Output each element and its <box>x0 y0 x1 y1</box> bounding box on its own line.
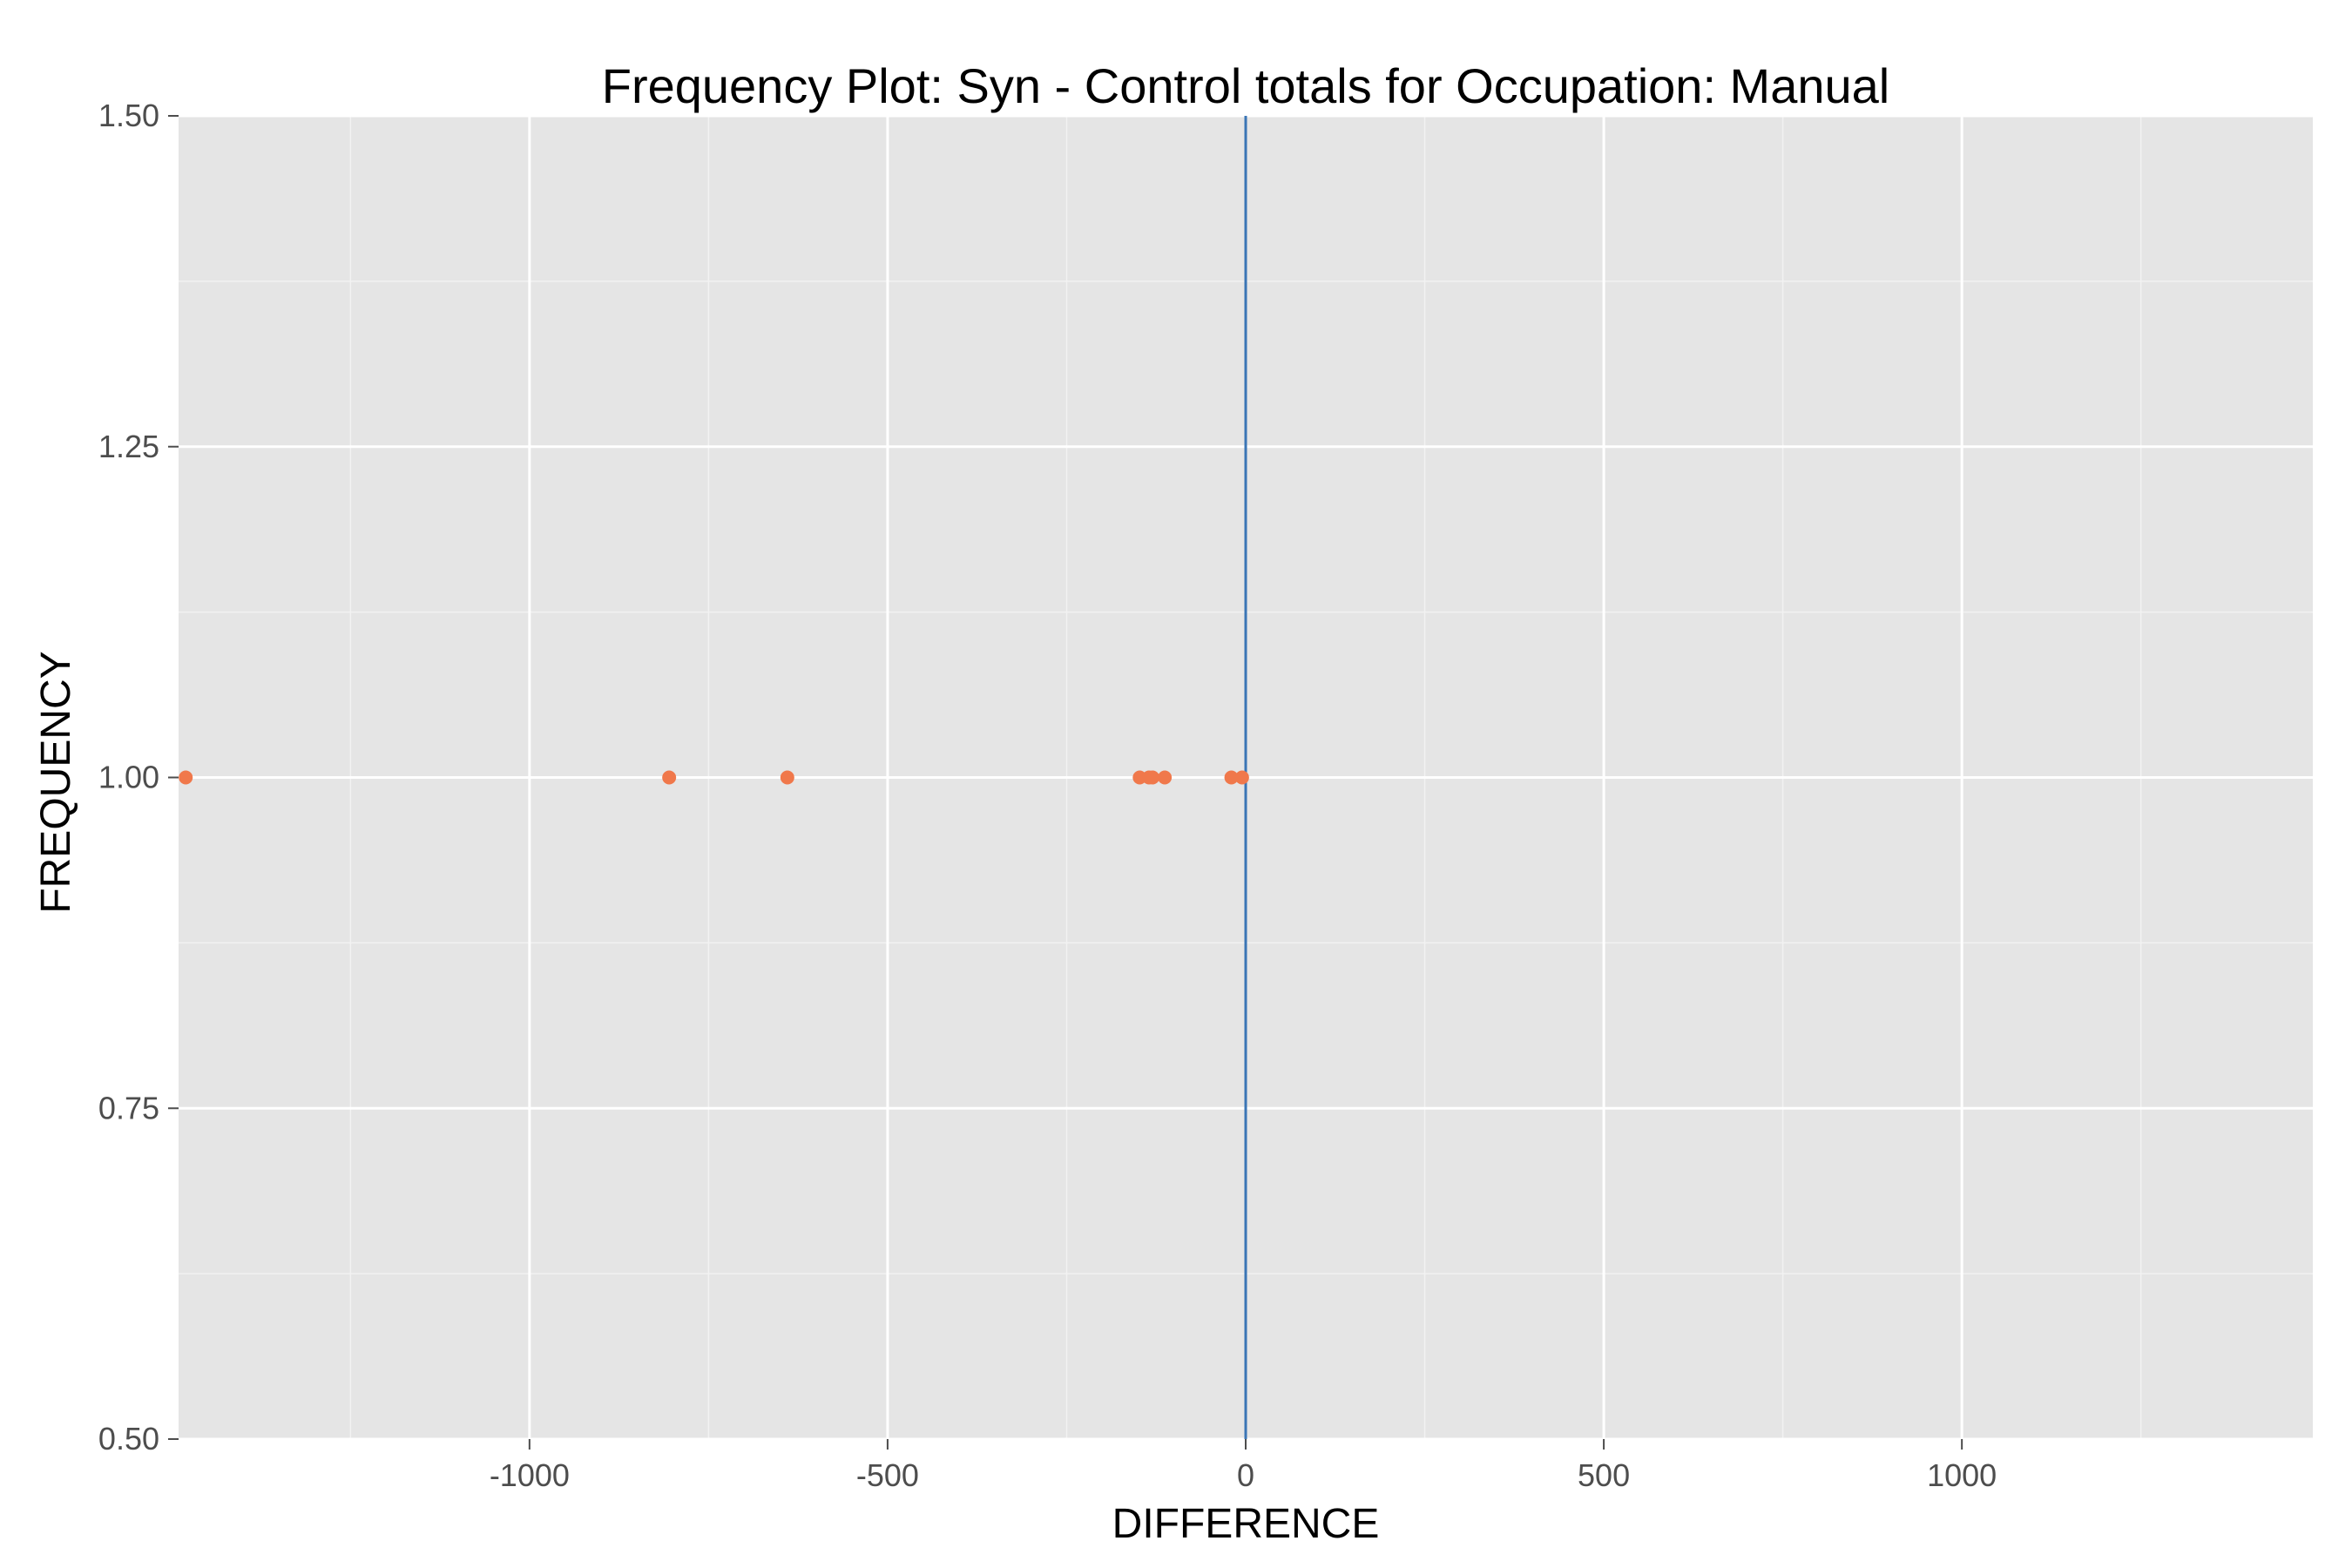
data-point <box>780 770 794 785</box>
x-tick-label: -1000 <box>490 1457 570 1493</box>
data-point <box>1146 770 1160 785</box>
x-tick-label: 500 <box>1578 1457 1630 1493</box>
x-tick-label: 1000 <box>1927 1457 1997 1493</box>
data-point <box>662 770 677 785</box>
y-tick-label: 0.50 <box>98 1421 159 1456</box>
y-tick-label: 0.75 <box>98 1090 159 1125</box>
y-tick-label: 1.25 <box>98 429 159 464</box>
y-tick-label: 1.50 <box>98 98 159 133</box>
y-axis: 0.50 0.75 1.00 1.25 1.50 <box>98 98 179 1456</box>
chart-title: Frequency Plot: Syn - Control totals for… <box>602 58 1889 113</box>
x-tick-label: -500 <box>856 1457 919 1493</box>
x-tick-label: 0 <box>1237 1457 1254 1493</box>
data-points <box>179 770 1249 785</box>
data-point <box>1234 770 1249 785</box>
y-axis-title: FREQUENCY <box>33 651 79 913</box>
y-tick-label: 1.00 <box>98 760 159 795</box>
x-axis-title: DIFFERENCE <box>1112 1501 1380 1547</box>
x-axis: -1000 -500 0 500 1000 <box>490 1439 1997 1493</box>
data-point <box>1158 770 1173 785</box>
data-point <box>1224 770 1239 785</box>
data-point <box>179 770 193 785</box>
